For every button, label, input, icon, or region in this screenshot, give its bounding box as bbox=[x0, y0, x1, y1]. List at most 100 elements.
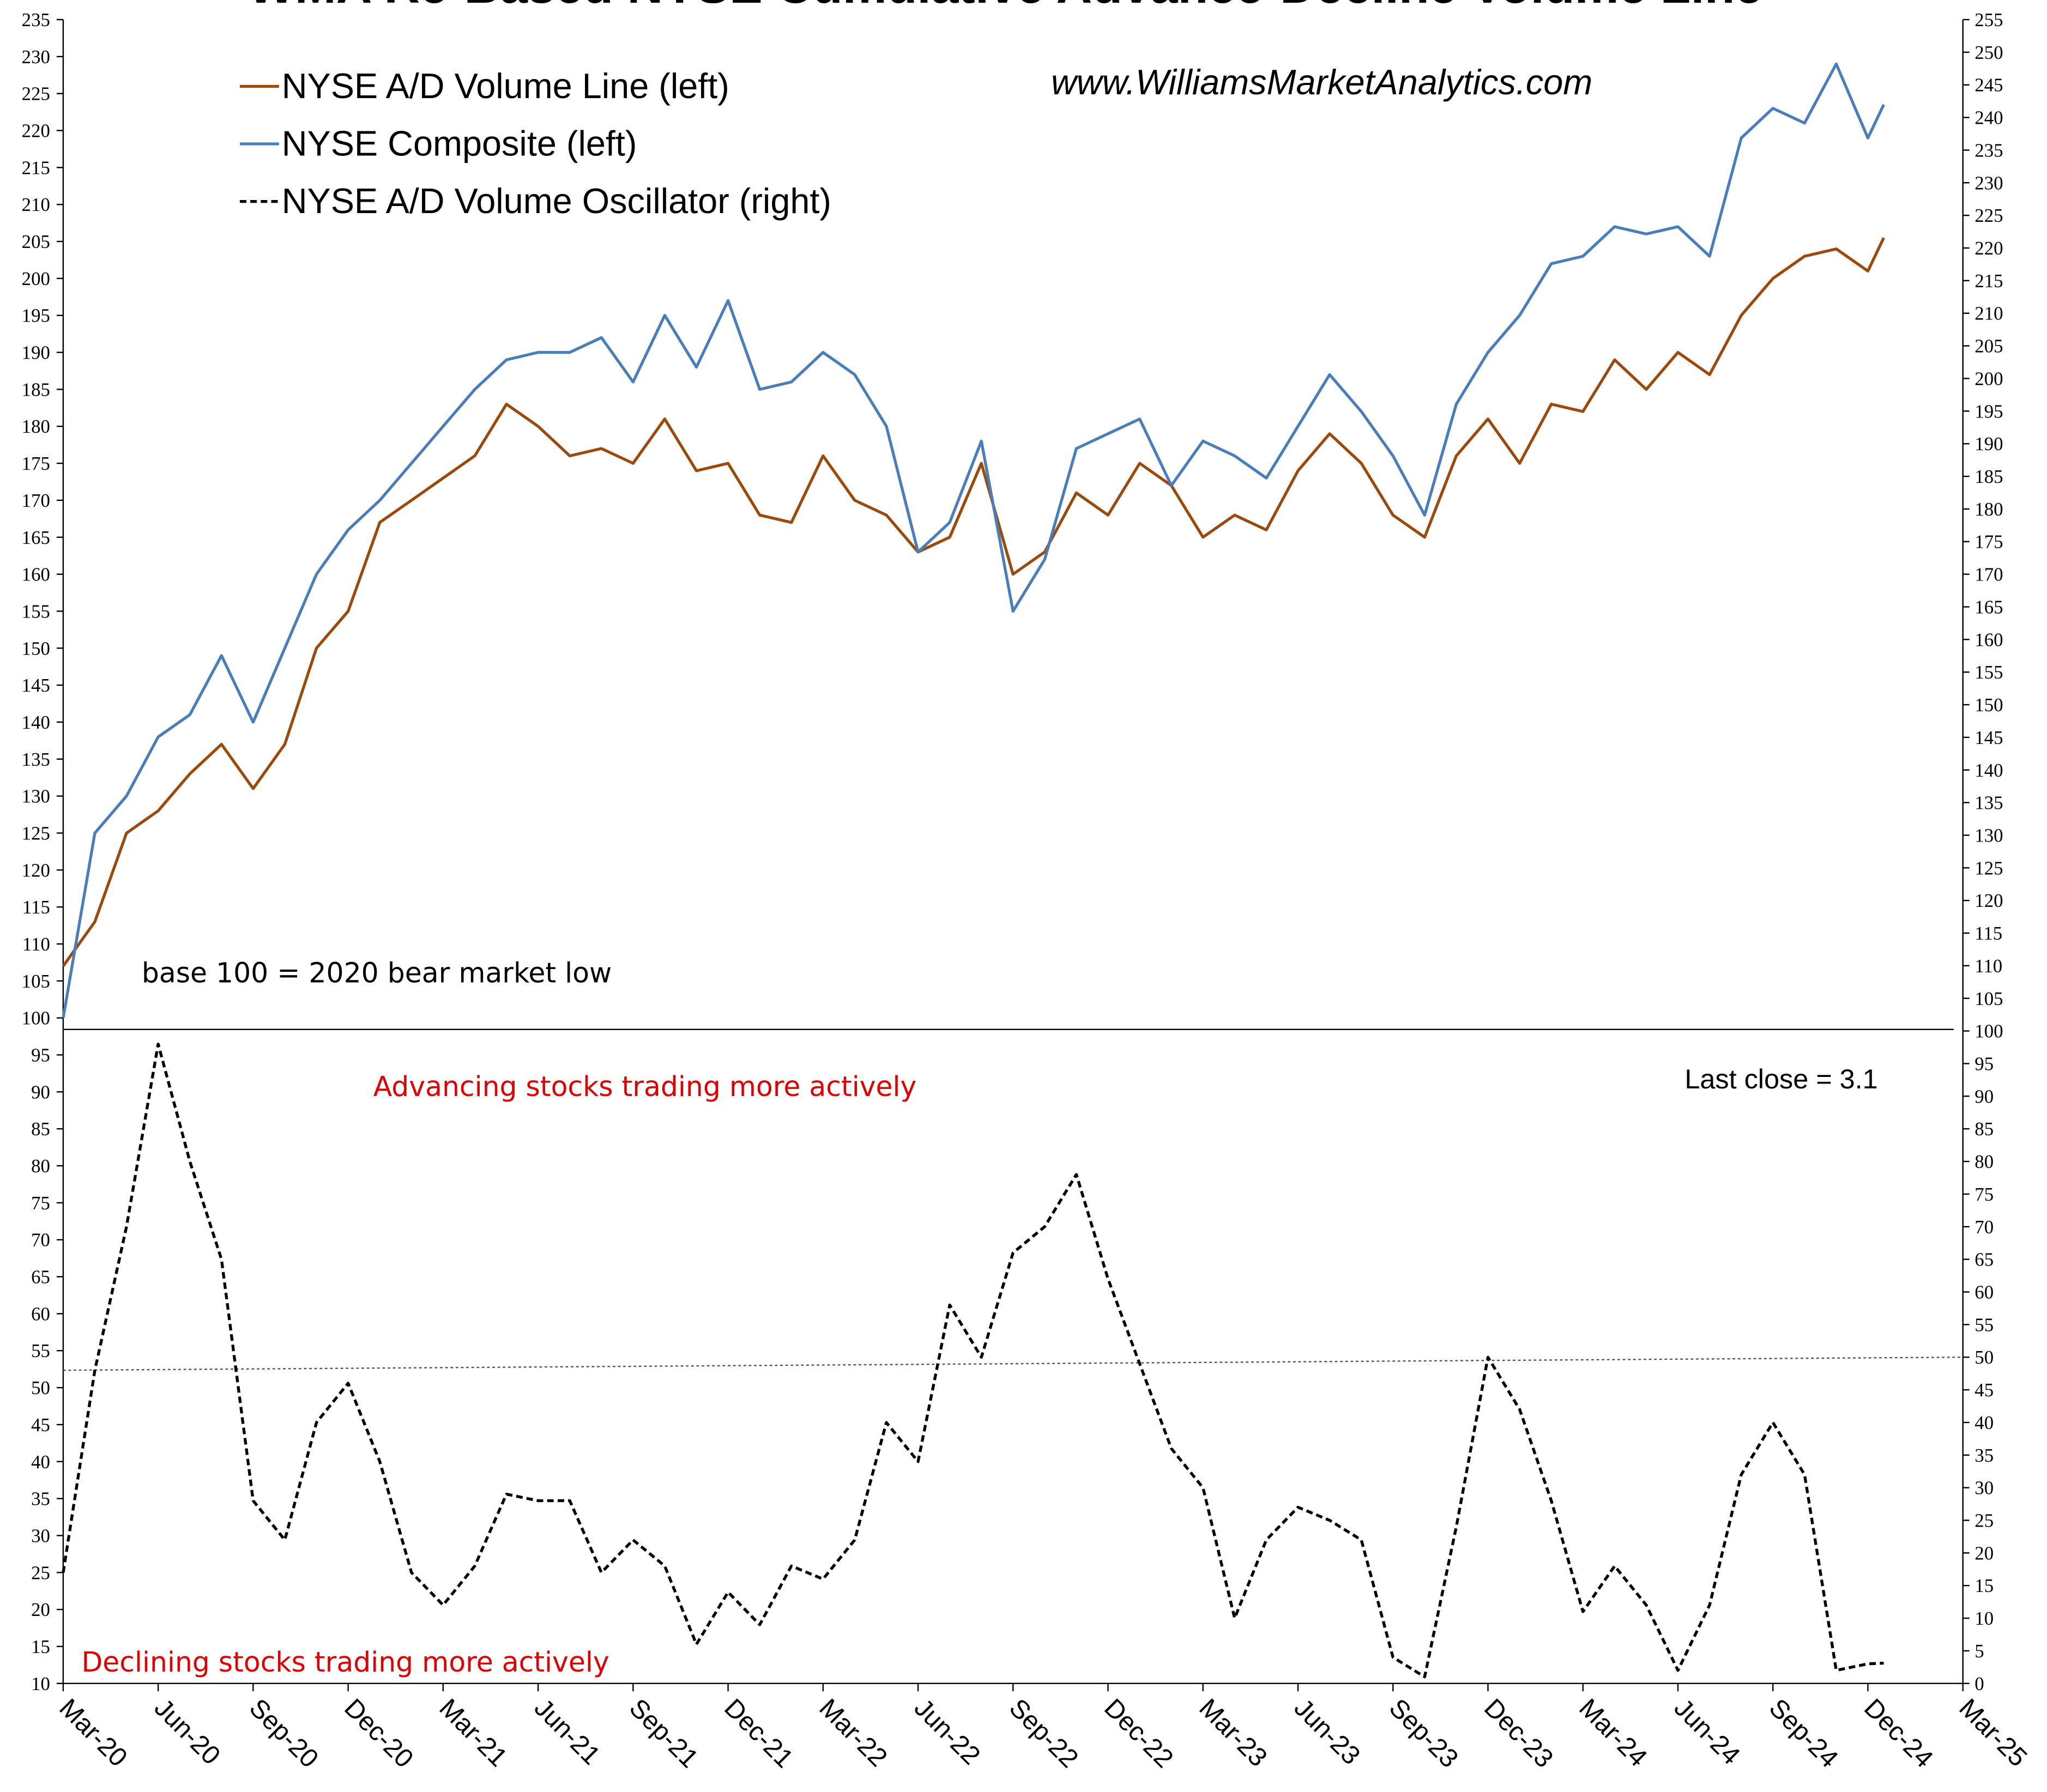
y2-tick-label: 250 bbox=[1974, 42, 2003, 63]
y-tick-label: 25 bbox=[31, 1562, 50, 1583]
y2-tick-label: 5 bbox=[1974, 1640, 1984, 1662]
y-tick-label: 195 bbox=[22, 305, 50, 326]
x-tick-label: Sep-22 bbox=[1004, 1693, 1084, 1773]
y-tick-label: 235 bbox=[22, 9, 50, 31]
y-tick-label: 30 bbox=[31, 1525, 50, 1546]
x-tick-label: Sep-21 bbox=[624, 1693, 704, 1773]
note: base 100 = 2020 bear market low bbox=[142, 956, 612, 989]
y2-tick-label: 125 bbox=[1974, 857, 2003, 879]
last-close-label: Last close = 3.1 bbox=[1684, 1063, 1877, 1094]
y-tick-label: 210 bbox=[22, 194, 50, 215]
y-tick-label: 55 bbox=[31, 1340, 50, 1361]
y2-tick-label: 160 bbox=[1974, 629, 2003, 650]
x-tick-label: Dec-24 bbox=[1858, 1693, 1939, 1773]
y2-tick-label: 155 bbox=[1974, 662, 2003, 683]
y-tick-label: 100 bbox=[22, 1008, 50, 1029]
y2-tick-label: 180 bbox=[1974, 499, 2003, 520]
y-tick-label: 65 bbox=[31, 1267, 50, 1288]
y2-tick-label: 60 bbox=[1974, 1281, 1994, 1303]
y-tick-label: 115 bbox=[22, 897, 50, 918]
x-tick-label: Jun-23 bbox=[1289, 1693, 1366, 1770]
x-tick-label: Jun-24 bbox=[1669, 1693, 1746, 1770]
lower-label: Declining stocks trading more actively bbox=[82, 1646, 609, 1678]
legend-label: NYSE A/D Volume Oscillator (right) bbox=[282, 181, 831, 221]
y-tick-label: 70 bbox=[31, 1230, 50, 1251]
series-line bbox=[62, 1043, 1884, 1679]
y-tick-label: 205 bbox=[22, 231, 50, 252]
x-tick-label: Sep-23 bbox=[1384, 1693, 1464, 1773]
y2-tick-label: 140 bbox=[1974, 760, 2003, 781]
y2-tick-label: 255 bbox=[1974, 9, 2003, 31]
x-tick-label: Dec-21 bbox=[718, 1693, 799, 1773]
y-tick-label: 170 bbox=[22, 490, 50, 511]
y2-tick-label: 205 bbox=[1974, 336, 2003, 357]
y2-tick-label: 30 bbox=[1974, 1478, 1994, 1499]
y2-tick-label: 175 bbox=[1974, 531, 2003, 553]
y-tick-label: 10 bbox=[31, 1673, 50, 1694]
y2-tick-label: 65 bbox=[1974, 1249, 1994, 1270]
y-tick-label: 35 bbox=[31, 1488, 50, 1510]
y-tick-label: 20 bbox=[31, 1599, 50, 1620]
x-tick-label: Mar-20 bbox=[54, 1693, 133, 1772]
y-tick-label: 40 bbox=[31, 1451, 50, 1473]
y2-tick-label: 220 bbox=[1974, 238, 2003, 259]
y2-tick-label: 0 bbox=[1974, 1673, 1984, 1694]
y2-tick-label: 165 bbox=[1974, 596, 2003, 617]
x-tick-label: Jun-20 bbox=[149, 1693, 226, 1770]
y2-tick-label: 110 bbox=[1974, 955, 2002, 977]
legend-label: NYSE Composite (left) bbox=[282, 124, 637, 164]
series-line bbox=[62, 237, 1885, 967]
y2-tick-label: 210 bbox=[1974, 303, 2003, 324]
x-tick-label: Jun-22 bbox=[909, 1693, 986, 1770]
x-tick-label: Mar-25 bbox=[1953, 1693, 2032, 1772]
y2-tick-label: 35 bbox=[1974, 1445, 1994, 1466]
y2-tick-label: 130 bbox=[1974, 825, 2003, 846]
x-tick-label: Sep-24 bbox=[1764, 1693, 1844, 1773]
y-tick-label: 125 bbox=[22, 822, 50, 844]
y-tick-label: 45 bbox=[31, 1414, 50, 1436]
y-tick-label: 155 bbox=[22, 601, 50, 622]
y2-tick-label: 45 bbox=[1974, 1379, 1994, 1401]
y-tick-label: 190 bbox=[22, 342, 50, 364]
x-tick-label: Mar-23 bbox=[1193, 1693, 1272, 1772]
y2-tick-label: 90 bbox=[1974, 1086, 1994, 1107]
y2-tick-label: 10 bbox=[1974, 1608, 1994, 1629]
y2-tick-label: 235 bbox=[1974, 140, 2003, 161]
y-tick-label: 230 bbox=[22, 46, 50, 68]
y-tick-label: 90 bbox=[31, 1081, 50, 1103]
y-tick-label: 215 bbox=[22, 157, 50, 178]
y-tick-label: 150 bbox=[22, 638, 50, 659]
y-tick-label: 120 bbox=[22, 859, 50, 881]
y2-tick-label: 145 bbox=[1974, 727, 2003, 748]
y-tick-label: 175 bbox=[22, 453, 50, 474]
y2-tick-label: 15 bbox=[1974, 1575, 1994, 1596]
y2-tick-label: 170 bbox=[1974, 564, 2003, 585]
y2-tick-label: 50 bbox=[1974, 1347, 1994, 1368]
y2-tick-label: 95 bbox=[1974, 1053, 1994, 1074]
y-tick-label: 95 bbox=[31, 1045, 50, 1066]
y2-tick-label: 200 bbox=[1974, 368, 2003, 389]
y2-tick-label: 100 bbox=[1974, 1021, 2003, 1042]
y2-tick-label: 75 bbox=[1974, 1184, 1994, 1205]
y-tick-label: 145 bbox=[22, 675, 50, 696]
y2-tick-label: 70 bbox=[1974, 1216, 1994, 1238]
y-tick-label: 60 bbox=[31, 1303, 50, 1324]
x-tick-label: Dec-20 bbox=[339, 1693, 419, 1773]
y-tick-label: 180 bbox=[22, 416, 50, 437]
y2-tick-label: 25 bbox=[1974, 1510, 1994, 1531]
watermark: www.WilliamsMarketAnalytics.com bbox=[1051, 62, 1592, 102]
y2-tick-label: 225 bbox=[1974, 205, 2003, 226]
x-tick-label: Mar-24 bbox=[1573, 1693, 1652, 1772]
y-tick-label: 50 bbox=[31, 1377, 50, 1399]
x-tick-label: Mar-22 bbox=[813, 1693, 892, 1772]
y2-tick-label: 105 bbox=[1974, 988, 2003, 1009]
x-tick-label: Dec-23 bbox=[1478, 1693, 1559, 1773]
y2-tick-label: 190 bbox=[1974, 433, 2003, 455]
chart-title: WMA Re-Based NYSE Cumulative Advance-Dec… bbox=[248, 0, 1762, 14]
upper-label: Advancing stocks trading more actively bbox=[373, 1070, 917, 1103]
y2-tick-label: 135 bbox=[1974, 792, 2003, 814]
x-tick-label: Mar-21 bbox=[433, 1693, 512, 1772]
reference-line bbox=[63, 1357, 1963, 1371]
